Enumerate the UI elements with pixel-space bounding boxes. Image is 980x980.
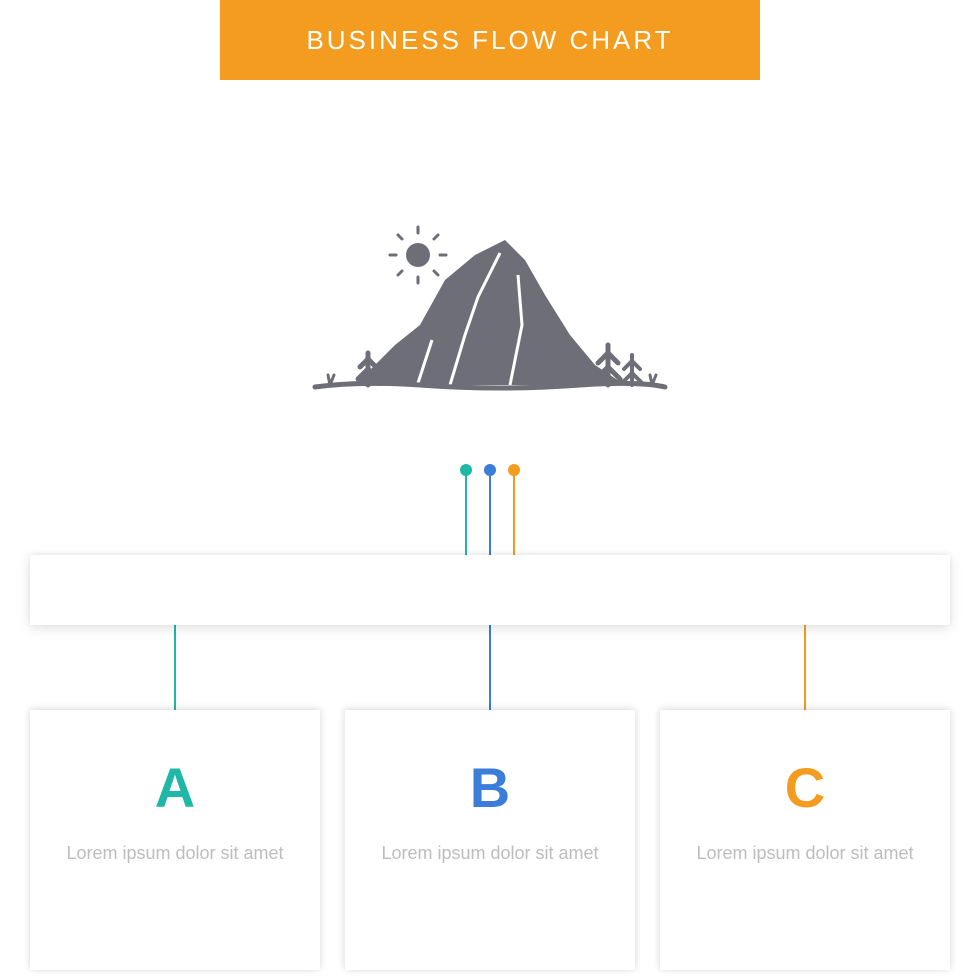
card-body-text: Lorem ipsum dolor sit amet xyxy=(353,840,626,867)
horizontal-bar xyxy=(30,555,950,625)
card-a: A Lorem ipsum dolor sit amet xyxy=(30,710,320,970)
card-letter: B xyxy=(470,755,510,820)
mountain-landscape-icon xyxy=(300,225,680,405)
cards-row: A Lorem ipsum dolor sit amet B Lorem ipsum … xyxy=(30,710,950,970)
card-letter: A xyxy=(155,755,195,820)
card-body-text: Lorem ipsum dolor sit amet xyxy=(668,840,941,867)
card-c: C Lorem ipsum dolor sit amet xyxy=(660,710,950,970)
card-body-text: Lorem ipsum dolor sit amet xyxy=(38,840,311,867)
card-letter: C xyxy=(785,755,825,820)
header-title: BUSINESS FLOW CHART xyxy=(306,25,673,56)
card-b: B Lorem ipsum dolor sit amet xyxy=(345,710,635,970)
mountain-svg-group xyxy=(315,227,665,388)
header-bar: BUSINESS FLOW CHART xyxy=(220,0,760,80)
